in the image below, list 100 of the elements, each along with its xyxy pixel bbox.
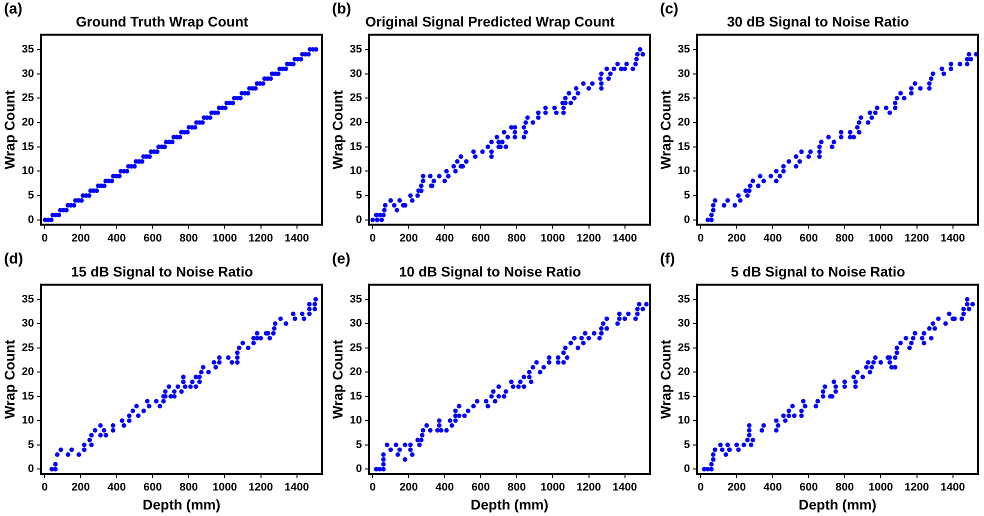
y-tick-label: 10 [22, 165, 34, 178]
y-tick-label: 10 [678, 165, 690, 178]
x-tick-label: 400 [436, 482, 454, 494]
x-tick-label: 0 [698, 482, 704, 494]
x-tick-label: 0 [42, 482, 48, 494]
y-tick-label: 5 [28, 190, 34, 202]
x-tick-label: 800 [180, 482, 198, 494]
y-tick-label: 0 [28, 214, 34, 226]
x-tick-label: 800 [508, 232, 526, 244]
y-axis-title: Wrap Count [329, 340, 346, 419]
chart-title: 10 dB Signal to Noise Ratio [398, 263, 582, 280]
y-tick-label: 20 [22, 366, 34, 378]
x-tick-label: 800 [836, 232, 854, 244]
x-tick-label: 800 [836, 482, 854, 494]
y-tick-label: 0 [356, 214, 362, 226]
y-tick-label: 10 [350, 414, 362, 427]
x-tick-label: 400 [764, 232, 782, 244]
text: (e) [332, 250, 350, 268]
x-axis-title: Depth (mm) [798, 496, 876, 512]
y-axis-title: Wrap Count [1, 340, 18, 419]
y-tick-label: 20 [22, 116, 34, 129]
chart-title: 5 dB Signal to Noise Ratio [730, 263, 906, 280]
y-tick-label: 20 [350, 366, 362, 378]
x-tick-label: 800 [180, 232, 198, 244]
y-tick-label: 15 [678, 390, 690, 402]
y-tick-label: 30 [678, 68, 690, 80]
y-tick-label: 5 [356, 190, 362, 202]
y-tick-label: 15 [22, 140, 34, 153]
y-tick-label: 5 [684, 438, 690, 451]
y-tick-label: 35 [678, 43, 690, 56]
y-tick-label: 15 [678, 140, 690, 153]
chart-title: 30 dB Signal to Noise Ratio [726, 13, 910, 30]
x-tick-label: 1200 [248, 482, 274, 494]
y-tick-label: 5 [684, 190, 690, 202]
x-tick-label: 200 [399, 482, 418, 494]
y-axis-title: Wrap Count [657, 340, 674, 419]
x-tick-label: 1200 [576, 482, 602, 494]
x-tick-label: 800 [508, 482, 526, 494]
y-tick-label: 25 [350, 342, 362, 354]
y-tick-label: 10 [678, 414, 690, 427]
x-tick-label: 1000 [212, 482, 237, 494]
x-tick-label: 400 [108, 482, 126, 494]
x-tick-label: 600 [144, 482, 162, 494]
y-tick-label: 25 [22, 92, 34, 104]
y-tick-label: 30 [22, 318, 34, 330]
y-tick-label: 30 [22, 68, 34, 80]
x-tick-label: 400 [436, 232, 454, 244]
x-tick-label: 600 [144, 232, 162, 244]
y-tick-label: 15 [350, 140, 362, 153]
text: (b) [332, 0, 352, 18]
y-tick-label: 20 [350, 116, 362, 129]
y-tick-label: 0 [684, 463, 690, 476]
y-tick-label: 30 [350, 318, 362, 330]
y-tick-label: 25 [22, 342, 34, 354]
x-tick-label: 400 [764, 482, 782, 494]
x-axis-title: Depth (mm) [470, 496, 548, 512]
x-tick-label: 1000 [868, 232, 893, 244]
x-tick-label: 1400 [284, 482, 310, 494]
x-tick-label: 400 [108, 232, 126, 244]
x-tick-label: 1000 [540, 232, 565, 244]
y-axis-title: Wrap Count [329, 90, 346, 170]
y-tick-label: 30 [350, 68, 362, 80]
y-tick-label: 0 [28, 463, 34, 476]
x-tick-label: 600 [472, 232, 490, 244]
y-tick-label: 35 [678, 293, 690, 306]
text: (d) [4, 250, 24, 268]
x-tick-label: 200 [71, 482, 90, 494]
x-tick-label: 1400 [612, 232, 638, 244]
chart-title: Ground Truth Wrap Count [76, 13, 249, 30]
x-tick-label: 200 [727, 232, 746, 244]
y-tick-label: 30 [678, 318, 690, 330]
x-tick-label: 1200 [576, 232, 602, 244]
y-tick-label: 35 [350, 43, 362, 56]
x-tick-label: 1400 [940, 482, 966, 494]
x-tick-label: 600 [472, 482, 490, 494]
x-tick-label: 1200 [248, 232, 274, 244]
x-tick-label: 0 [42, 232, 48, 244]
x-tick-label: 200 [399, 232, 418, 244]
y-tick-label: 25 [350, 92, 362, 104]
x-tick-label: 200 [71, 232, 90, 244]
x-tick-label: 0 [698, 232, 704, 244]
y-tick-label: 0 [356, 463, 362, 476]
x-tick-label: 1400 [284, 232, 310, 244]
y-tick-label: 10 [22, 414, 34, 427]
y-axis-title: Wrap Count [1, 90, 18, 170]
y-tick-label: 5 [356, 438, 362, 451]
text: (c) [660, 0, 678, 18]
chart-title: 15 dB Signal to Noise Ratio [70, 263, 254, 280]
y-tick-label: 15 [350, 390, 362, 402]
x-tick-label: 1000 [212, 232, 237, 244]
y-tick-label: 20 [678, 366, 690, 378]
text: (a) [4, 0, 22, 18]
y-tick-label: 35 [22, 43, 34, 56]
x-tick-label: 1200 [904, 232, 930, 244]
y-tick-label: 35 [22, 293, 34, 306]
x-tick-label: 1400 [940, 232, 966, 244]
x-axis-title: Depth (mm) [142, 496, 220, 512]
y-axis-title: Wrap Count [657, 90, 674, 170]
y-tick-label: 35 [350, 293, 362, 306]
text: (f) [660, 250, 675, 268]
